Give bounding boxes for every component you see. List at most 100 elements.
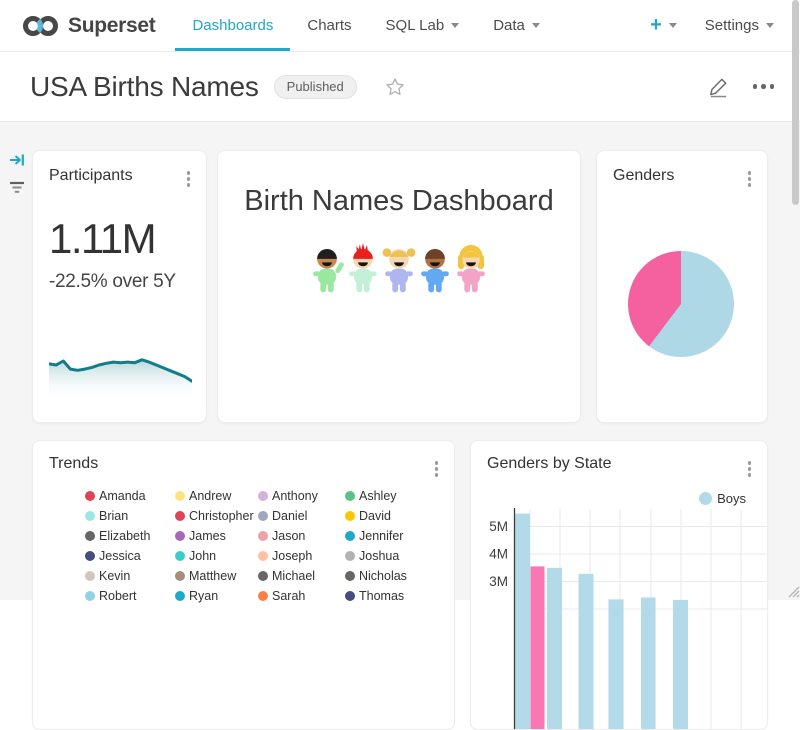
svg-text:3M: 3M [489,574,508,589]
legend-dot [85,531,95,541]
settings-menu[interactable]: Settings [705,17,774,34]
legend-item-boys[interactable]: Boys [699,491,746,506]
legend-dot [175,551,185,561]
legend-label: Jennifer [359,529,403,543]
kebab-menu-icon[interactable] [432,458,442,480]
legend-item-robert[interactable]: Robert [85,586,175,606]
legend-item-ashley[interactable]: Ashley [345,486,438,506]
legend-item-ryan[interactable]: Ryan [175,586,258,606]
navbar-right: + Settings [650,0,774,51]
big-number: 1.11M [49,215,190,263]
legend-item-elizabeth[interactable]: Elizabeth [85,526,175,546]
brand-name: Superset [68,14,155,38]
legend-item-john[interactable]: John [175,546,258,566]
legend-label: Amanda [99,489,146,503]
legend-item-kevin[interactable]: Kevin [85,566,175,586]
main-nav: Dashboards Charts SQL Lab Data [175,0,556,51]
legend-label: Andrew [189,489,231,503]
legend-dot [345,551,355,561]
settings-label: Settings [705,17,759,34]
legend-dot [345,491,355,501]
legend-label: David [359,509,391,523]
legend-dot [175,491,185,501]
nav-tab-dashboards[interactable]: Dashboards [175,0,290,51]
legend-dot [85,551,95,561]
legend-item-sarah[interactable]: Sarah [258,586,345,606]
resize-handle[interactable] [786,584,800,598]
legend-item-joseph[interactable]: Joseph [258,546,345,566]
nav-label: Charts [307,17,351,34]
legend-label: Anthony [272,489,318,503]
svg-text:4M: 4M [489,547,508,562]
nav-tab-charts[interactable]: Charts [290,0,368,51]
legend-label: Thomas [359,589,404,603]
published-badge[interactable]: Published [274,75,357,99]
legend-item-andrew[interactable]: Andrew [175,486,258,506]
card-title: Genders by State [487,455,751,473]
legend-dot [345,511,355,521]
superset-logo[interactable]: Superset [22,0,155,51]
legend-dot [175,511,185,521]
caret-down-icon [451,23,459,28]
favorite-star-icon[interactable] [384,76,406,98]
legend-item-david[interactable]: David [345,506,438,526]
card-participants: Participants 1.11M -22.5% over 5Y [32,150,207,423]
legend-label: Joseph [272,549,312,563]
legend-item-nicholas[interactable]: Nicholas [345,566,438,586]
legend-dot [175,531,185,541]
legend-dot [175,571,185,581]
card-markdown: Birth Names Dashboard [217,150,581,423]
legend-dot [85,491,95,501]
legend-label: Elizabeth [99,529,150,543]
legend-label: Nicholas [359,569,407,583]
legend-label: Matthew [189,569,236,583]
legend-label: Brian [99,509,128,523]
genders-by-state-chart: 5M4M3M [471,441,768,730]
legend-item-michael[interactable]: Michael [258,566,345,586]
legend-item-christopher[interactable]: Christopher [175,506,258,526]
caret-down-icon [669,23,677,28]
caret-down-icon [532,23,540,28]
legend-dot [345,531,355,541]
legend-dot [345,571,355,581]
dashboard-title: USA Births Names [30,71,259,103]
legend-item-brian[interactable]: Brian [85,506,175,526]
kebab-menu-icon[interactable] [745,168,755,190]
card-genders: Genders [596,150,768,423]
markdown-heading: Birth Names Dashboard [228,185,570,218]
legend-item-amanda[interactable]: Amanda [85,486,175,506]
edit-dashboard-icon[interactable] [708,76,729,98]
legend-item-anthony[interactable]: Anthony [258,486,345,506]
legend-label: Ashley [359,489,397,503]
more-actions-icon[interactable] [753,80,775,93]
nav-tab-data[interactable]: Data [476,0,557,51]
filter-funnel-icon[interactable] [8,180,26,201]
legend-item-thomas[interactable]: Thomas [345,586,438,606]
legend-item-joshua[interactable]: Joshua [345,546,438,566]
vertical-scrollbar-thumb[interactable] [792,0,799,205]
participants-sparkline [49,343,192,406]
nav-tab-sql-lab[interactable]: SQL Lab [369,0,477,51]
legend-dot [258,531,268,541]
legend-dot [258,511,268,521]
legend-dot [699,492,712,505]
legend-dot [85,571,95,581]
legend-dot [258,571,268,581]
nav-label: SQL Lab [386,17,445,34]
legend-item-jennifer[interactable]: Jennifer [345,526,438,546]
superset-infinity-icon [22,11,59,41]
genders-pie-chart [628,251,734,357]
legend-item-matthew[interactable]: Matthew [175,566,258,586]
new-button[interactable]: + [650,14,677,37]
legend-label: Kevin [99,569,130,583]
legend-item-james[interactable]: James [175,526,258,546]
legend-item-jason[interactable]: Jason [258,526,345,546]
legend-label: Jason [272,529,305,543]
legend-item-jessica[interactable]: Jessica [85,546,175,566]
legend-item-daniel[interactable]: Daniel [258,506,345,526]
nav-label: Data [493,17,525,34]
kebab-menu-icon[interactable] [745,458,755,480]
expand-filter-bar-icon[interactable] [8,152,26,173]
kebab-menu-icon[interactable] [184,168,194,190]
legend-label: Jessica [99,549,141,563]
